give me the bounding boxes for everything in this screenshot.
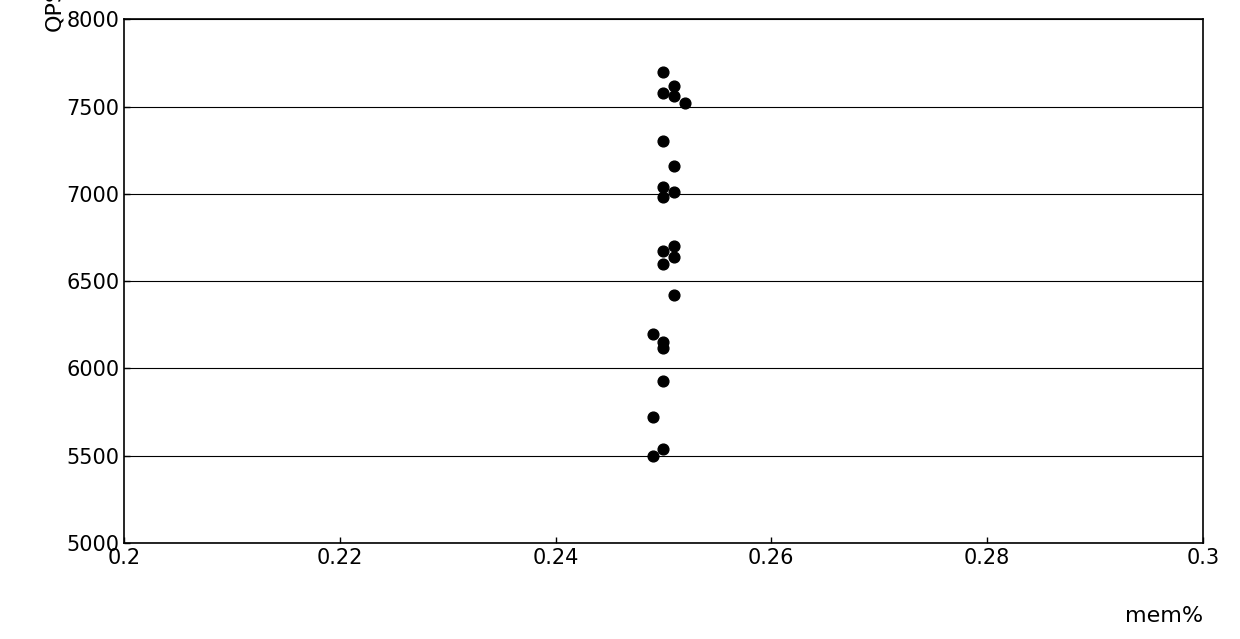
Point	[653, 247, 673, 257]
Point	[665, 81, 684, 91]
Point	[653, 337, 673, 348]
Point	[665, 91, 684, 101]
Point	[665, 252, 684, 262]
Point	[653, 443, 673, 454]
Point	[665, 187, 684, 197]
Point	[653, 181, 673, 192]
Point	[642, 328, 662, 339]
Point	[665, 241, 684, 251]
Point	[653, 343, 673, 353]
Point	[653, 192, 673, 203]
Point	[653, 136, 673, 146]
Point	[665, 161, 684, 171]
Point	[642, 412, 662, 422]
Text: mem%: mem%	[1125, 606, 1203, 626]
Point	[653, 88, 673, 98]
Point	[653, 66, 673, 77]
Point	[653, 376, 673, 386]
Point	[675, 98, 694, 108]
Point	[665, 290, 684, 300]
Point	[653, 259, 673, 269]
Y-axis label: QPS: QPS	[45, 0, 64, 31]
Point	[642, 450, 662, 461]
